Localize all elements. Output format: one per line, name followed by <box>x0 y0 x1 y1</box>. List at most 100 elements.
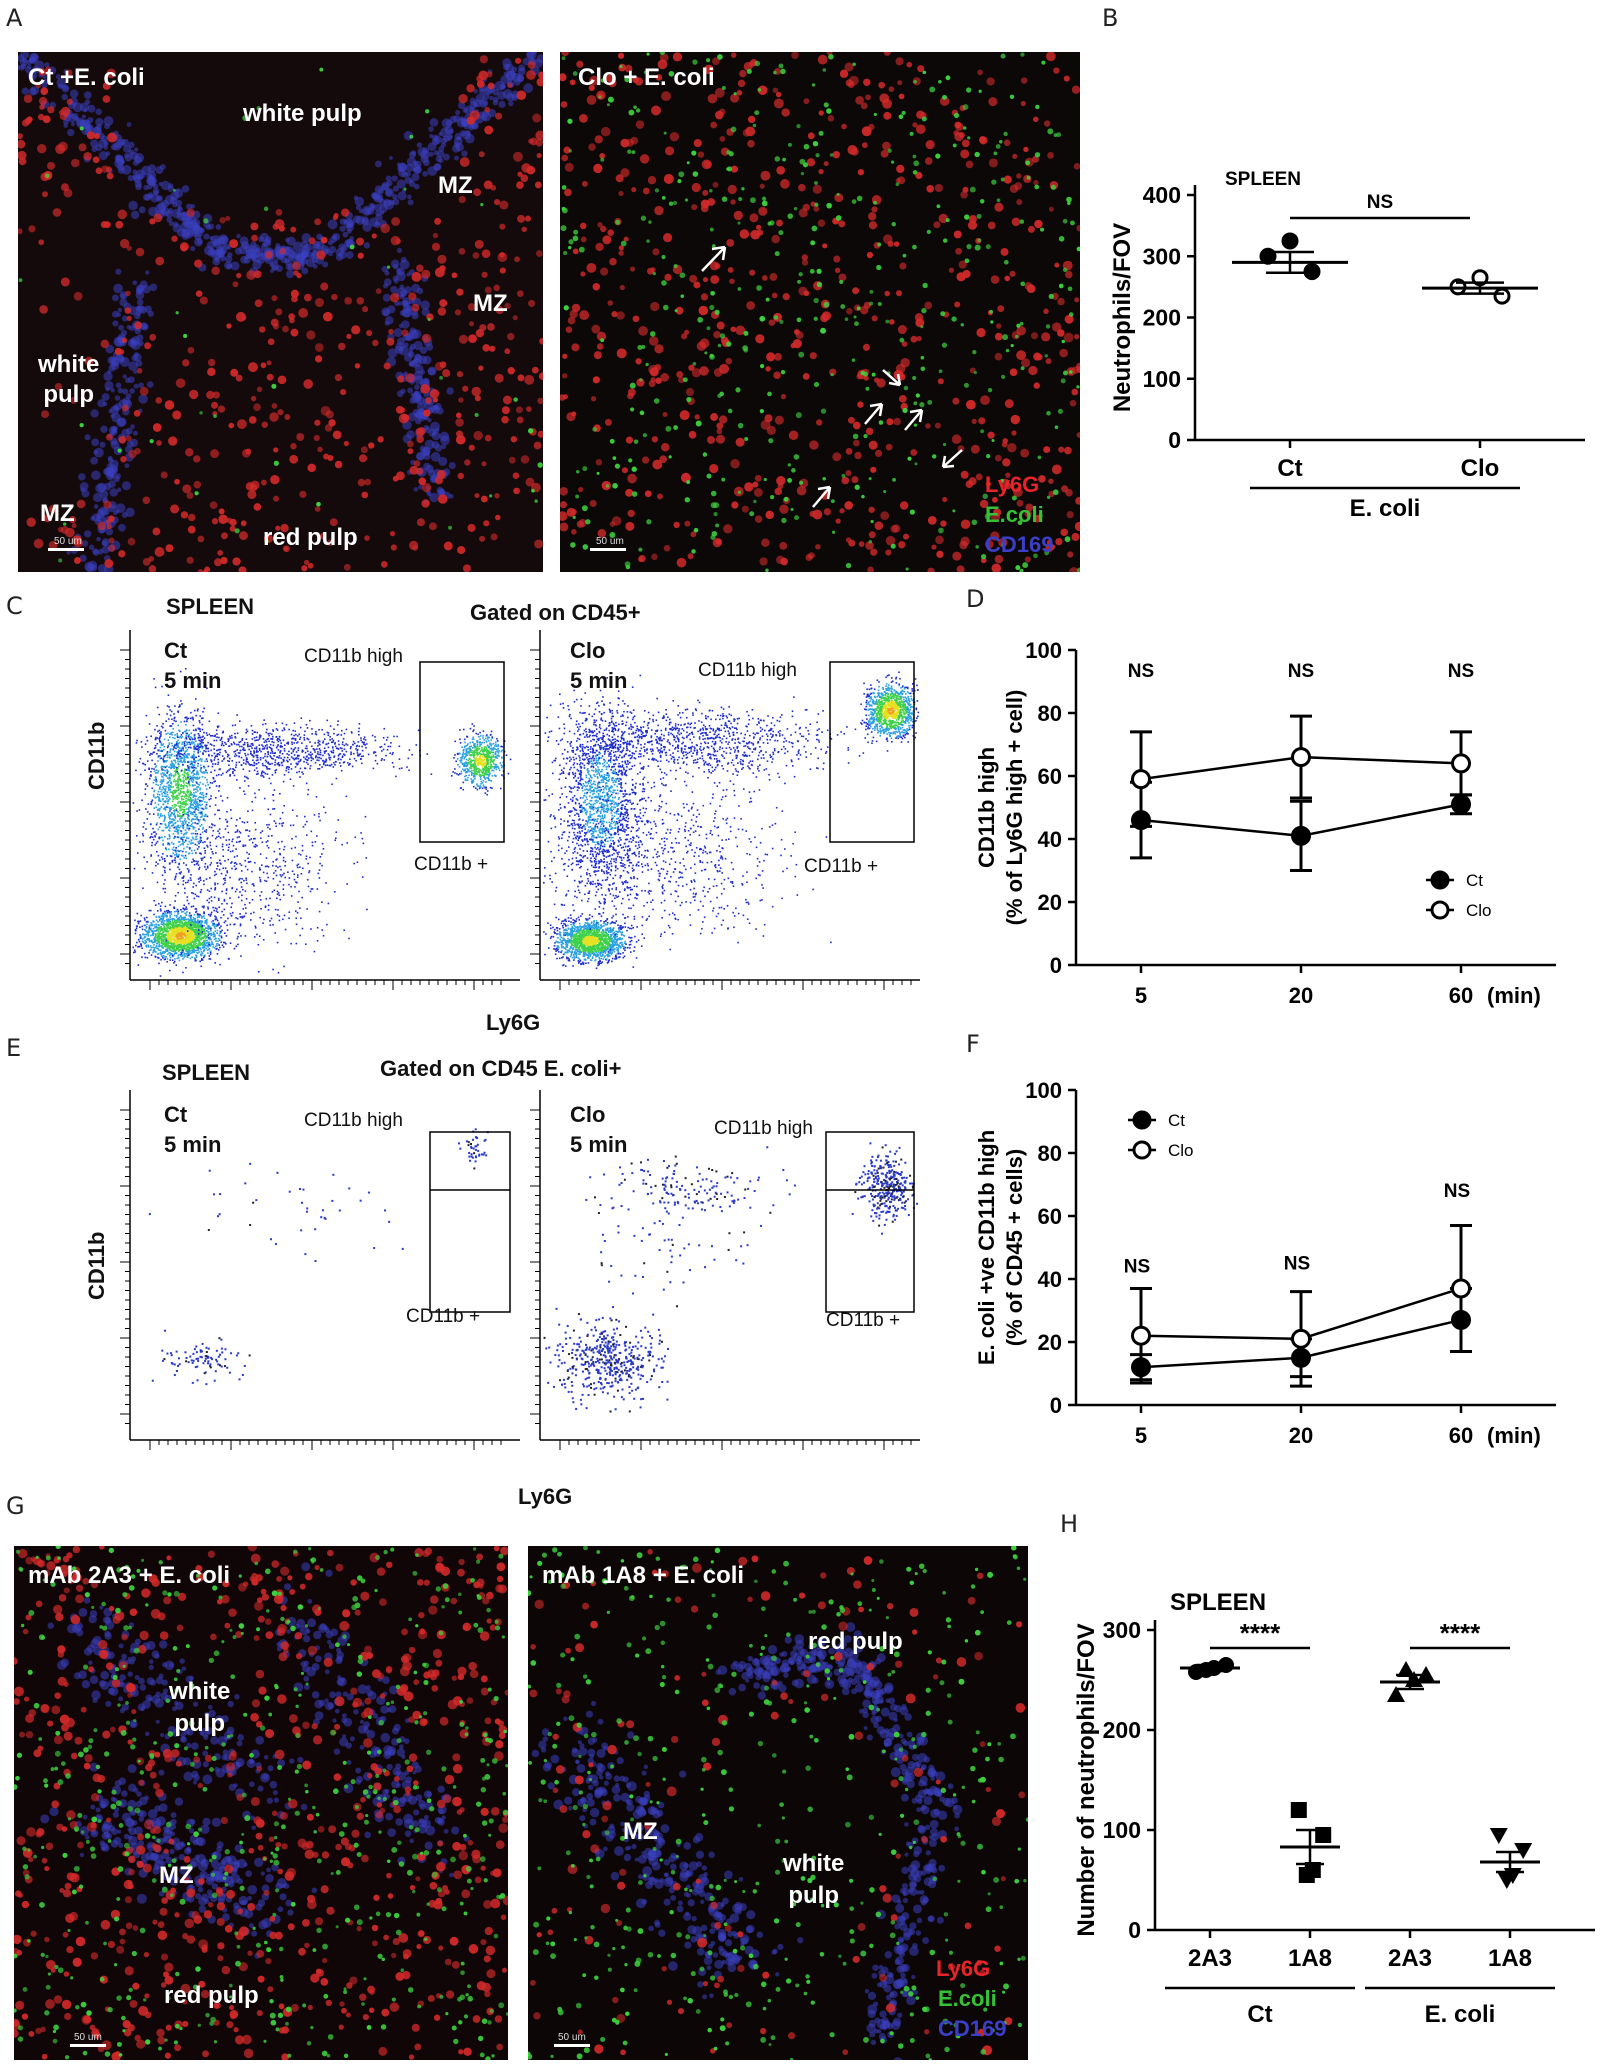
scale-label: 50 um <box>54 536 82 547</box>
significance-label: NS <box>1367 192 1393 213</box>
y-tick-label: 200 <box>1103 1717 1141 1743</box>
panel-label-b: B <box>1102 4 1119 32</box>
x-unit-label: (min) <box>1487 1423 1541 1448</box>
y-tick-label: 300 <box>1103 1617 1141 1643</box>
data-point <box>1291 825 1311 846</box>
panel-label-d: D <box>966 585 985 613</box>
flow-title: SPLEEN <box>166 594 255 619</box>
group-label: E. coli <box>1350 495 1421 522</box>
scale-bar <box>554 2044 590 2047</box>
group-label: Ct <box>1247 2001 1272 2028</box>
tissue-texture <box>18 52 543 572</box>
flow-ylabel: CD11b <box>84 721 109 790</box>
y-tick-label: 80 <box>1038 1141 1062 1166</box>
y-tick-label: 100 <box>1025 638 1062 663</box>
y-tick-label: 0 <box>1050 1393 1062 1418</box>
chart-title: SPLEEN <box>1225 169 1301 190</box>
x-tick-label: 20 <box>1289 1423 1313 1448</box>
significance-label: **** <box>1240 1618 1281 1648</box>
gate-cd11b-high <box>429 1131 511 1313</box>
flow-plots-e <box>120 1090 920 1450</box>
flow-group: Clo <box>570 1102 606 1127</box>
gate-cd11b-high <box>419 661 505 843</box>
legend-label: Clo <box>1168 1141 1194 1160</box>
flow-events <box>543 671 920 970</box>
micrograph-clo-ecoli: Clo + E. coli Ly6G E.coli CD169 50 um <box>560 52 1080 572</box>
data-point <box>1493 287 1511 305</box>
legend-label: Clo <box>1466 901 1492 920</box>
y-tick-label: 60 <box>1038 1204 1062 1229</box>
micrograph-ct-ecoli: Ct +E. coli white pulp MZ MZ white pulp … <box>18 52 543 572</box>
data-point <box>1397 1661 1415 1677</box>
flow-events <box>148 1128 489 1386</box>
gate-label-pos: CD11b + <box>804 856 879 877</box>
flow-events <box>543 1142 919 1413</box>
micrograph-ct-ecoli-image <box>18 52 543 572</box>
scale-label: 50 um <box>596 536 624 547</box>
panel-label-a: A <box>6 4 23 32</box>
x-tick-label: Ct <box>1277 455 1302 482</box>
panel-label-f: F <box>966 1030 980 1058</box>
data-point <box>1451 753 1471 774</box>
legend-ly6g: Ly6G <box>936 1956 991 1981</box>
data-point <box>1417 1666 1435 1682</box>
legend-ecoli: E.coli <box>938 1986 997 2011</box>
scale-bar <box>48 548 84 551</box>
region-mz: MZ <box>159 1862 194 1889</box>
x-unit-label: (min) <box>1487 983 1541 1008</box>
arrow-annotations <box>701 245 963 508</box>
gate-cd11b-high <box>825 1131 915 1313</box>
data-point <box>1131 1325 1151 1346</box>
chart-d: 0 20 40 60 80 100 5 20 60 (min) CD11b high (% of Ly… <box>974 638 1556 1008</box>
tissue-texture <box>14 1546 508 2060</box>
significance-label: **** <box>1440 1618 1481 1648</box>
significance-label: NS <box>1124 1257 1150 1278</box>
panel-label-g: G <box>6 1492 25 1520</box>
y-axis-label: Neutrophils/FOV <box>1109 223 1136 412</box>
data-point <box>1131 769 1151 790</box>
x-tick-label: 60 <box>1449 1423 1473 1448</box>
gate-label-pos: CD11b + <box>826 1310 901 1331</box>
gate-label-pos: CD11b + <box>414 854 489 875</box>
data-point <box>1451 1309 1471 1330</box>
micrograph-1a8-ecoli: mAb 1A8 + E. coli red pulp MZ white pulp… <box>528 1546 1028 2060</box>
x-tick-label: 2A3 <box>1188 1945 1232 1972</box>
flow-time: 5 min <box>164 668 222 693</box>
chart-f: 0 20 40 60 80 100 5 20 60 (min) E. coli +ve CD11b … <box>974 1078 1556 1448</box>
region-red-pulp: red pulp <box>164 1982 259 2009</box>
region-white-pulp: white pulp <box>38 351 100 408</box>
scale-bar <box>590 548 626 551</box>
data-point <box>1489 1828 1508 1844</box>
micrograph-title: Clo + E. coli <box>578 64 715 91</box>
y-tick-label: 80 <box>1038 701 1062 726</box>
micrograph-title: mAb 1A8 + E. coli <box>542 1562 745 1589</box>
gate-label-high: CD11b high <box>304 646 403 667</box>
y-tick-label: 0 <box>1128 1917 1141 1943</box>
region-mz: MZ <box>438 172 473 199</box>
data-point <box>1291 1347 1311 1368</box>
tissue-texture <box>528 1546 1028 2060</box>
significance-label: NS <box>1128 661 1154 682</box>
x-tick-label: 20 <box>1289 983 1313 1008</box>
region-mz: MZ <box>40 500 75 527</box>
flow-plots-c <box>120 630 920 990</box>
chart-b: 0 100 200 300 400 Ct Clo SPLEEN Neutrophils/FOV N… <box>1109 169 1585 522</box>
legend-label: Ct <box>1466 871 1483 890</box>
gate-label-pos: CD11b + <box>406 1306 481 1327</box>
data-point <box>1291 1328 1311 1349</box>
gate-label-high: CD11b high <box>714 1118 813 1139</box>
x-tick-label: 1A8 <box>1288 1945 1332 1972</box>
flow-ylabel: CD11b <box>84 1231 109 1300</box>
x-tick-label: 5 <box>1135 983 1147 1008</box>
y-axis-label: (% of CD45 + cells) <box>1002 1149 1027 1346</box>
tissue-texture <box>560 52 1080 572</box>
region-white-pulp: white pulp <box>783 1850 845 1909</box>
region-mz: MZ <box>623 1818 658 1845</box>
y-tick-label: 0 <box>1168 427 1181 453</box>
group-label: E. coli <box>1425 2001 1496 2028</box>
flow-xlabel: Ly6G <box>486 1010 541 1035</box>
micrograph-2a3-ecoli: mAb 2A3 + E. coli white pulp MZ red pulp… <box>14 1546 508 2060</box>
legend-marker <box>1430 870 1450 890</box>
x-tick-label: 60 <box>1449 983 1473 1008</box>
significance-label: NS <box>1448 661 1474 682</box>
